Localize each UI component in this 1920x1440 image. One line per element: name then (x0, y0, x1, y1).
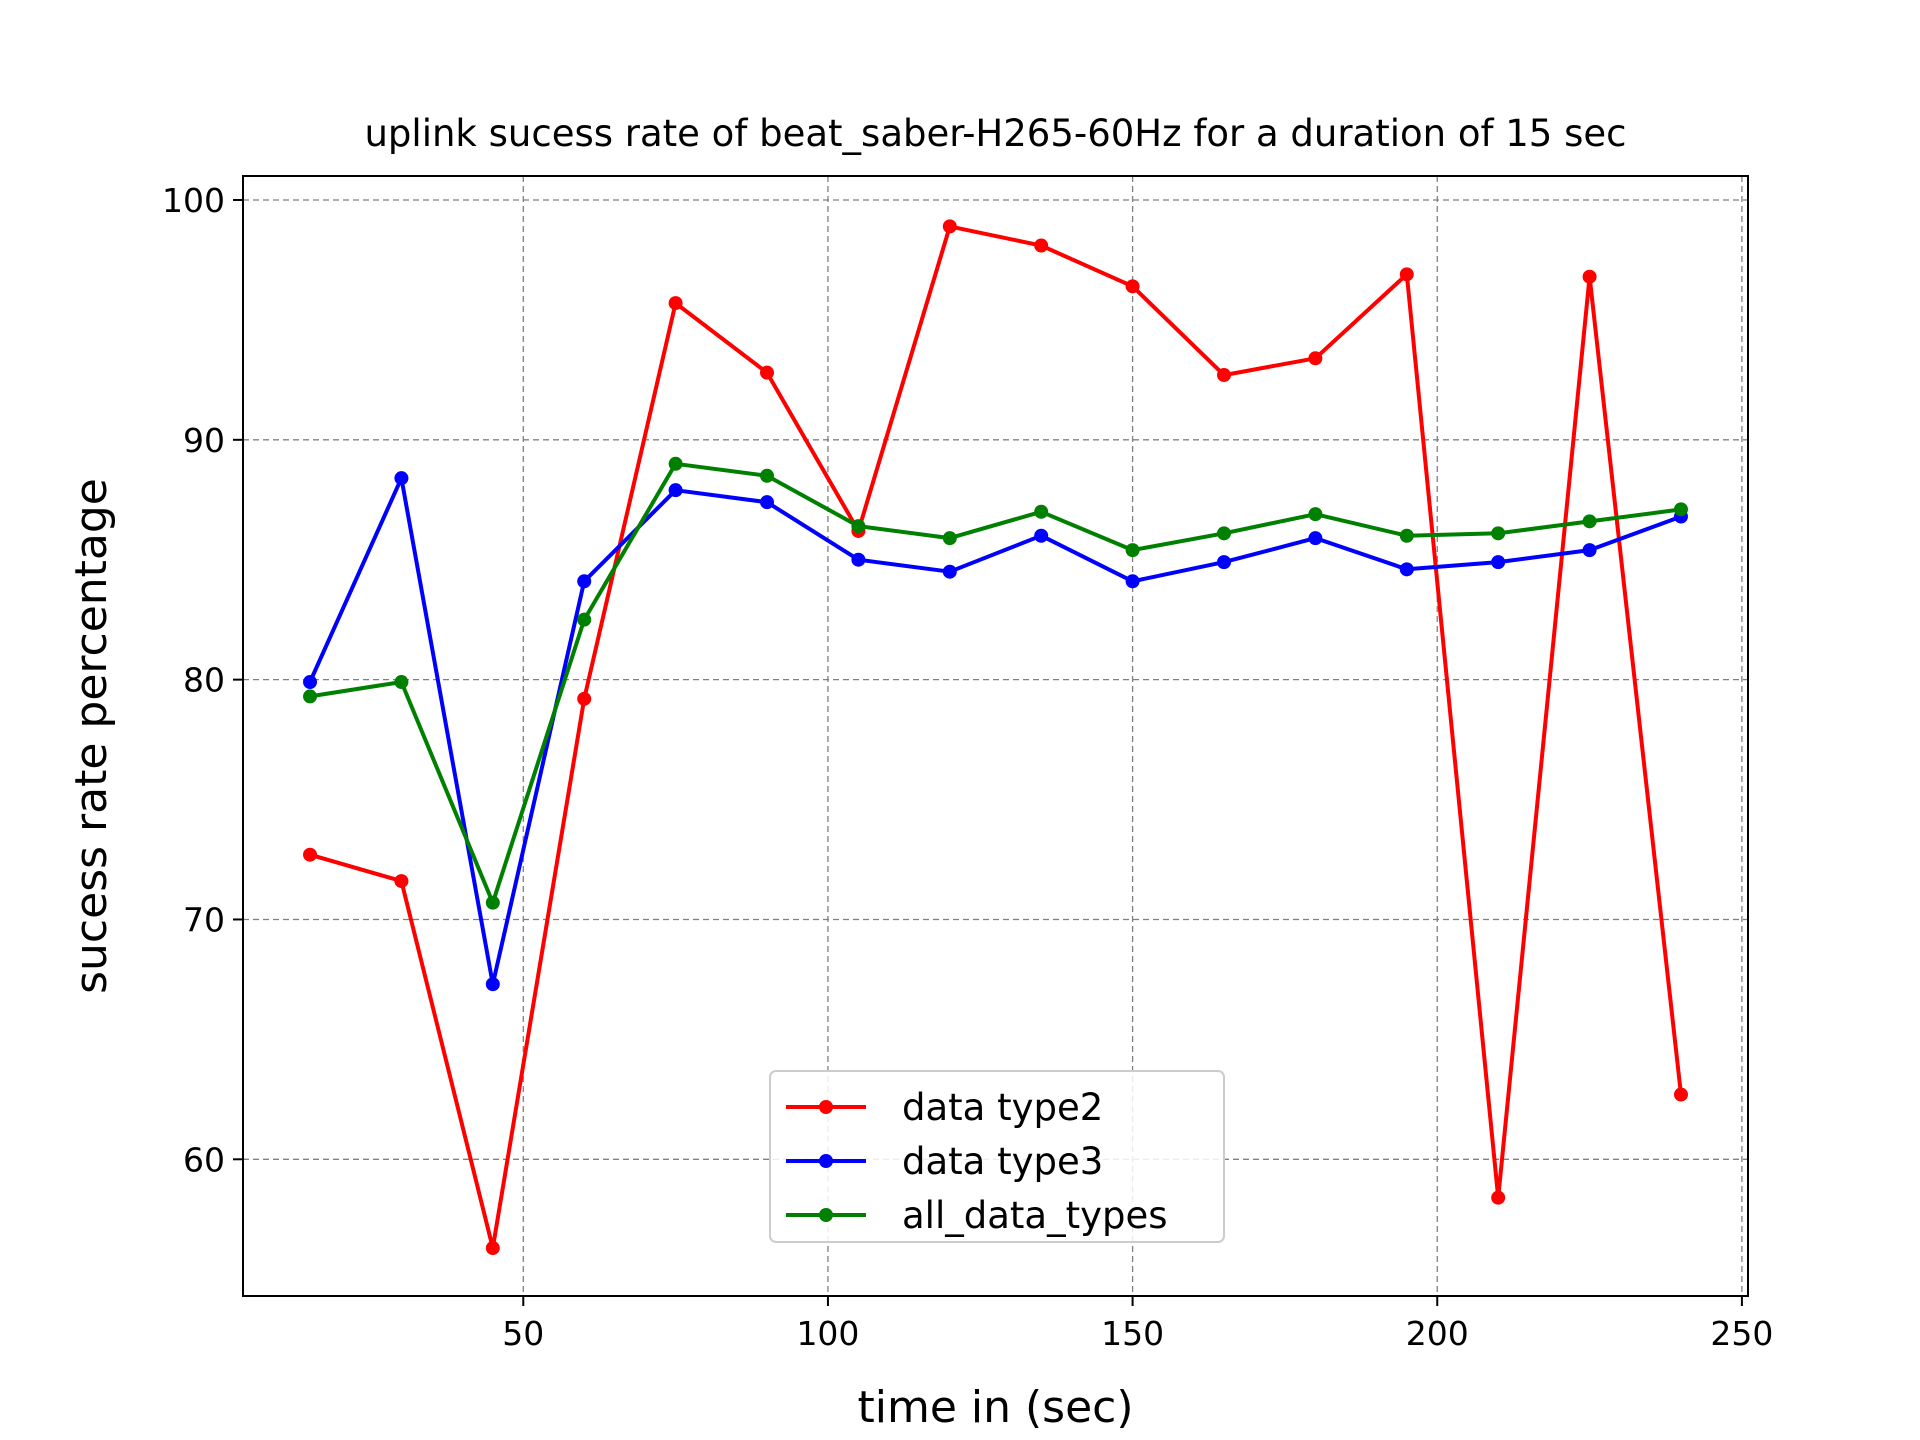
legend-marker (819, 1100, 833, 1114)
data-point (1582, 543, 1597, 558)
legend-entry: all_data_types (786, 1194, 1168, 1237)
data-point (1125, 543, 1140, 558)
series-data-type3 (303, 471, 1688, 992)
data-point (485, 1241, 500, 1256)
series-all-data-types (303, 456, 1688, 910)
data-point (1034, 528, 1049, 543)
data-point (1399, 267, 1414, 282)
data-point (485, 895, 500, 910)
data-point (760, 468, 775, 483)
data-point (851, 552, 866, 567)
legend-label: data type3 (902, 1140, 1103, 1183)
axis-ticks: 50 100 150 200 250 60 70 80 90 100 (162, 181, 1773, 1353)
data-point (1491, 1190, 1506, 1205)
data-point (760, 365, 775, 380)
data-point (1308, 507, 1323, 522)
data-point (760, 495, 775, 510)
data-point (1034, 504, 1049, 519)
y-tick-label: 70 (183, 900, 225, 939)
x-tick-label: 100 (796, 1314, 859, 1353)
legend: data type2 data type3 all_data_types (769, 1070, 1225, 1243)
data-point (1034, 238, 1049, 253)
series-lines (303, 219, 1688, 1256)
x-tick-label: 50 (502, 1314, 544, 1353)
y-tick-label: 80 (183, 661, 225, 700)
data-point (1125, 574, 1140, 589)
data-point (303, 847, 318, 862)
legend-marker (819, 1154, 833, 1168)
data-point (668, 296, 683, 311)
data-point (1216, 555, 1231, 570)
data-point (851, 519, 866, 534)
data-point (394, 675, 409, 690)
x-axis-label: time in (sec) (857, 1382, 1133, 1433)
data-point (1673, 502, 1688, 517)
y-tick-label: 100 (162, 181, 225, 220)
data-point (577, 574, 592, 589)
data-point (942, 219, 957, 234)
data-point (1216, 368, 1231, 383)
data-point (485, 977, 500, 992)
data-point (1582, 269, 1597, 284)
series-data-type2 (303, 219, 1688, 1256)
data-point (394, 471, 409, 486)
data-point (303, 689, 318, 704)
data-point (577, 612, 592, 627)
data-point (942, 564, 957, 579)
legend-entry: data type3 (786, 1140, 1103, 1183)
data-point (394, 874, 409, 889)
data-point (1125, 279, 1140, 294)
y-tick-label: 90 (183, 421, 225, 460)
y-axis-label: sucess rate percentage (66, 478, 117, 994)
data-point (1673, 1087, 1688, 1102)
legend-box (769, 1070, 1225, 1243)
legend-label: data type2 (902, 1086, 1103, 1129)
data-point (1491, 526, 1506, 541)
y-tick-label: 60 (183, 1140, 225, 1179)
series-line (309, 461, 1682, 905)
data-point (1491, 555, 1506, 570)
data-point (1582, 514, 1597, 529)
chart-title: uplink sucess rate of beat_saber-H265-60… (364, 112, 1626, 155)
series-line (308, 476, 1682, 987)
data-point (1399, 562, 1414, 577)
x-tick-label: 200 (1406, 1314, 1469, 1353)
data-point (577, 691, 592, 706)
series-line (309, 224, 1683, 1250)
x-tick-label: 250 (1710, 1314, 1773, 1353)
data-point (668, 483, 683, 498)
data-point (303, 675, 318, 690)
x-tick-label: 150 (1101, 1314, 1164, 1353)
legend-marker (819, 1208, 833, 1222)
data-point (1399, 528, 1414, 543)
data-point (1216, 526, 1231, 541)
legend-entry: data type2 (786, 1086, 1103, 1129)
data-point (1308, 531, 1323, 546)
plot-frame (242, 175, 1749, 1297)
legend-label: all_data_types (902, 1194, 1168, 1237)
data-point (1308, 351, 1323, 366)
data-point (668, 456, 683, 471)
data-point (942, 531, 957, 546)
